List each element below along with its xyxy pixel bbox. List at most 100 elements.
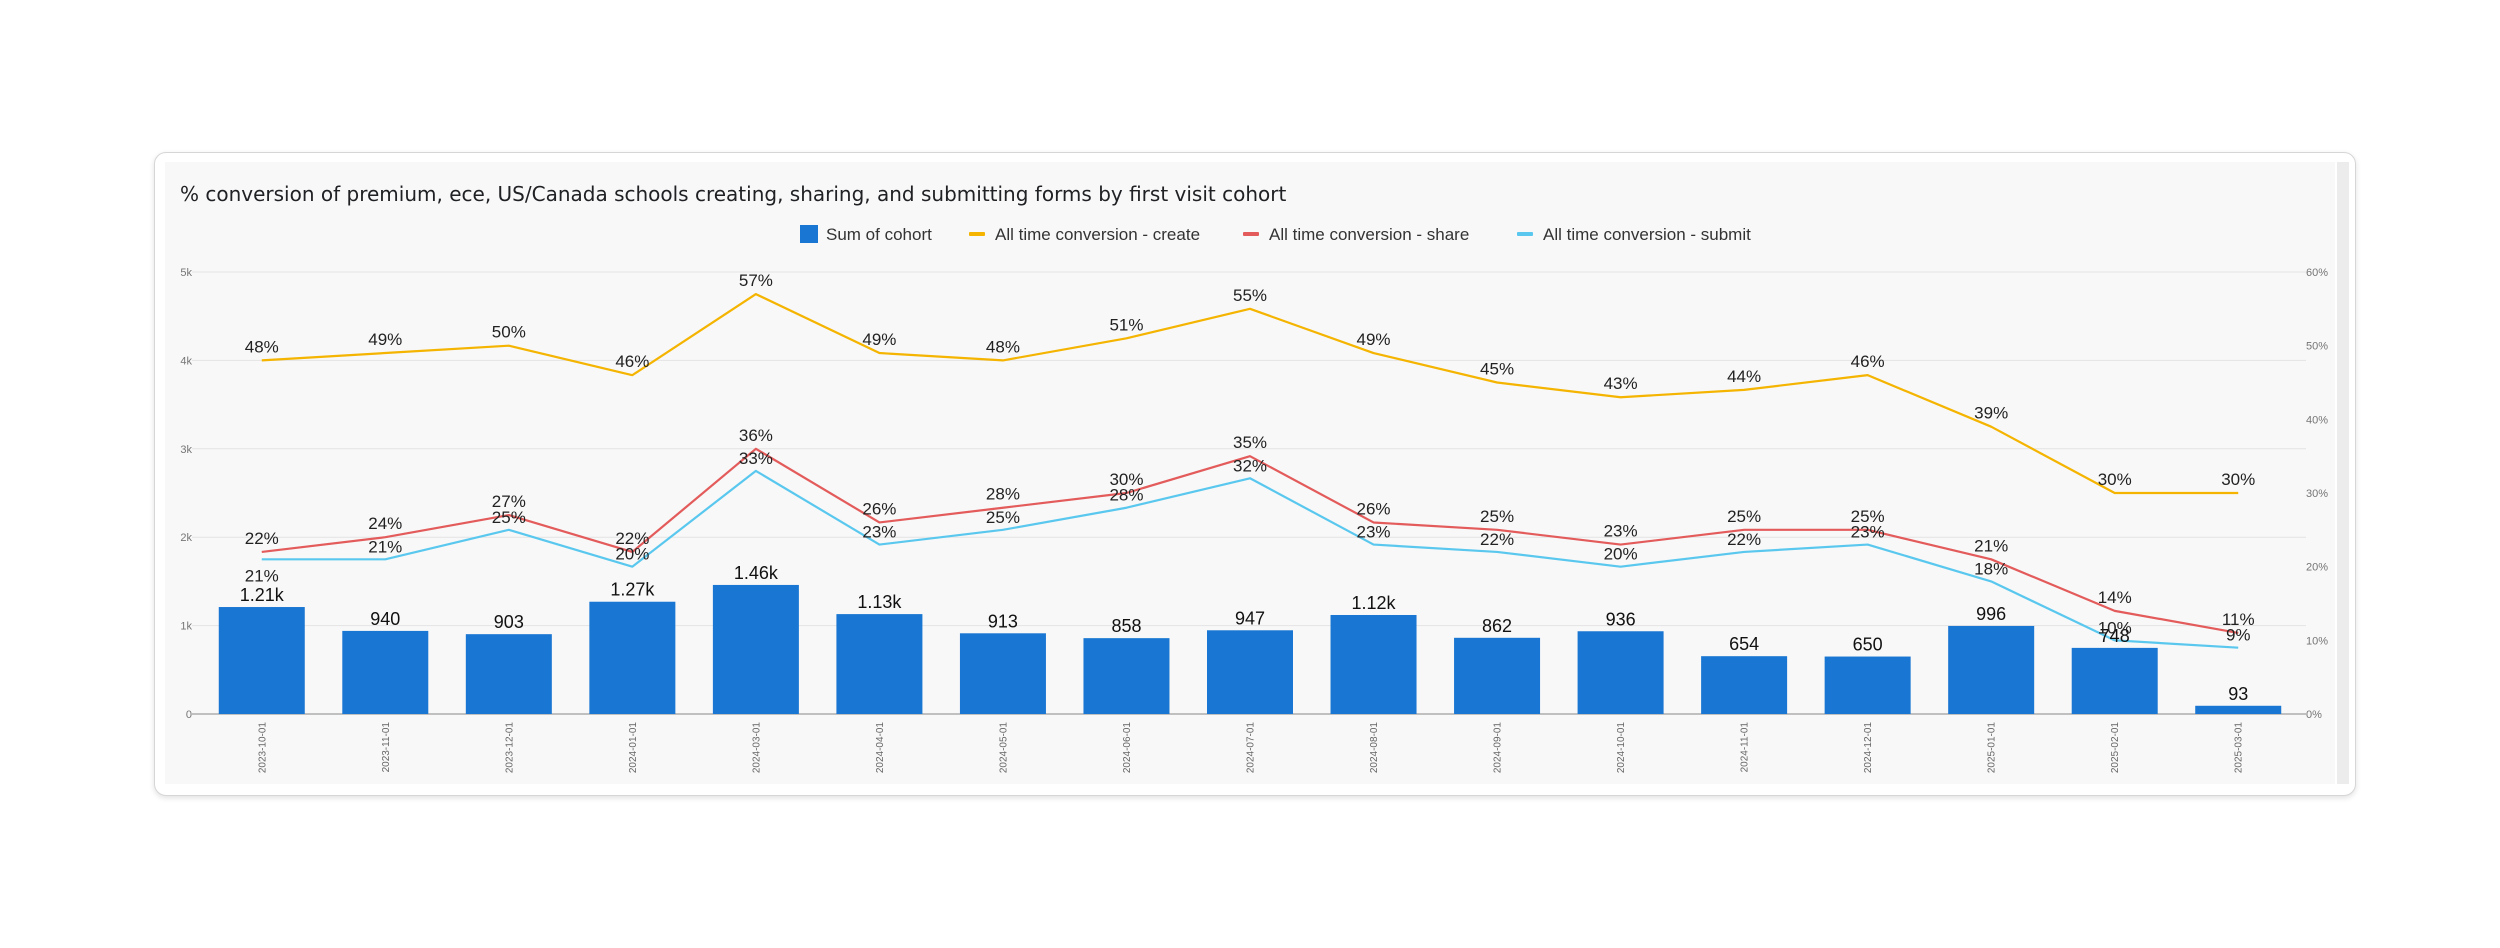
- line-data-label: 21%: [368, 537, 402, 556]
- legend-label: All time conversion - share: [1269, 225, 1469, 244]
- bar-data-label: 1.12k: [1352, 593, 1397, 613]
- bar-data-label: 1.27k: [610, 580, 655, 600]
- line-data-label: 48%: [245, 337, 279, 356]
- line-data-label: 30%: [1109, 470, 1143, 489]
- line-data-label: 44%: [1727, 367, 1761, 386]
- bar-labels: 1.21k 940 903 1.27k 1.46k 1.13k 913 858 947 1.12k…: [240, 563, 2249, 704]
- legend-label: All time conversion - create: [995, 225, 1200, 244]
- x-tick-label: 2024-07-01: [1246, 722, 1257, 774]
- bar: [1207, 630, 1293, 714]
- bar-series: [218, 584, 2282, 714]
- line-data-label: 33%: [739, 449, 773, 468]
- line-data-label: 22%: [615, 529, 649, 548]
- x-tick-label: 2025-01-01: [1987, 722, 1998, 774]
- bar-data-label: 903: [494, 612, 524, 632]
- series-line: [261, 293, 2239, 495]
- line-data-label: 14%: [2098, 588, 2132, 607]
- bar-data-label: 940: [370, 609, 400, 629]
- x-tick-label: 2024-03-01: [751, 722, 762, 774]
- line-data-label: 20%: [1604, 545, 1638, 564]
- bar-data-label: 654: [1729, 634, 1759, 654]
- line-data-label: 43%: [1604, 374, 1638, 393]
- line-data-label: 23%: [862, 523, 896, 542]
- bar-data-label: 936: [1606, 609, 1636, 629]
- x-tick-label: 2023-10-01: [257, 722, 268, 774]
- bar-data-label: 996: [1976, 604, 2006, 624]
- line-data-label: 46%: [615, 352, 649, 371]
- bar: [1701, 656, 1788, 714]
- line-data-label: 23%: [1851, 523, 1885, 542]
- line-data-label: 35%: [1233, 433, 1267, 452]
- line-data-label: 23%: [1604, 522, 1638, 541]
- bar-data-label: 947: [1235, 608, 1265, 628]
- legend-swatch: [969, 232, 985, 236]
- right-tick-label: 0%: [2306, 709, 2322, 721]
- x-tick-label: 2024-01-01: [628, 722, 639, 774]
- legend-label: All time conversion - submit: [1543, 225, 1751, 244]
- line-data-label: 18%: [1974, 559, 2008, 578]
- line-data-label: 11%: [2222, 610, 2255, 629]
- line-data-label: 22%: [1480, 530, 1514, 549]
- series-line: [261, 447, 2239, 635]
- bar-data-label: 913: [988, 611, 1018, 631]
- bar: [1330, 614, 1417, 714]
- bar: [712, 584, 799, 714]
- line-data-label: 30%: [2098, 470, 2132, 489]
- line-labels: 48% 49% 50% 46% 57% 49% 48% 51% 55% 49% 45% 43% 44% 4…: [245, 271, 2256, 645]
- bar-data-label: 93: [2228, 684, 2248, 704]
- line-data-label: 36%: [739, 426, 773, 445]
- x-tick-label: 2024-09-01: [1493, 722, 1504, 774]
- bar-data-label: 1.46k: [734, 563, 779, 583]
- line-data-label: 57%: [739, 271, 773, 290]
- left-tick-label: 4k: [180, 355, 192, 367]
- line-data-label: 49%: [1357, 330, 1391, 349]
- bar: [342, 630, 429, 714]
- line-data-label: 21%: [1974, 536, 2008, 555]
- line-data-label: 25%: [1851, 507, 1885, 526]
- legend-label: Sum of cohort: [826, 225, 932, 244]
- right-tick-label: 40%: [2306, 414, 2328, 426]
- scrollbar[interactable]: [2337, 162, 2349, 784]
- line-data-label: 32%: [1233, 456, 1267, 475]
- x-tick-label: 2024-10-01: [1616, 722, 1627, 774]
- line-data-label: 10%: [2098, 618, 2132, 637]
- right-tick-label: 50%: [2306, 341, 2328, 353]
- line-data-label: 25%: [986, 508, 1020, 527]
- legend-swatch: [800, 225, 818, 243]
- line-data-label: 26%: [862, 499, 896, 518]
- left-tick-label: 1k: [180, 621, 192, 633]
- bar: [2195, 705, 2282, 714]
- bar: [1577, 631, 1664, 714]
- line-data-label: 25%: [492, 508, 526, 527]
- x-tick-label: 2025-02-01: [2110, 722, 2121, 774]
- line-data-label: 22%: [1727, 530, 1761, 549]
- line-data-label: 51%: [1109, 315, 1143, 334]
- series-line: [261, 469, 2239, 649]
- line-series: [261, 293, 2239, 649]
- bar-data-label: 1.21k: [240, 585, 285, 605]
- line-data-label: 39%: [1974, 404, 2008, 423]
- line-data-label: 45%: [1480, 360, 1514, 379]
- x-tick-label: 2024-12-01: [1863, 722, 1874, 774]
- x-tick-label: 2023-11-01: [381, 722, 392, 773]
- line-data-label: 20%: [615, 545, 649, 564]
- line-data-label: 48%: [986, 337, 1020, 356]
- right-axis: 0% 10% 20% 30% 40% 50% 60%: [2306, 267, 2328, 721]
- line-data-label: 50%: [492, 323, 526, 342]
- bar: [465, 634, 552, 714]
- legend-swatch: [1243, 232, 1259, 236]
- chart-title: % conversion of premium, ece, US/Canada …: [180, 182, 1287, 206]
- bar-data-label: 748: [2100, 626, 2130, 646]
- line-data-label: 27%: [492, 492, 526, 511]
- legend: Sum of cohort All time conversion - creat…: [800, 225, 1751, 244]
- legend-swatch: [1517, 232, 1533, 236]
- right-tick-label: 60%: [2306, 267, 2328, 279]
- x-tick-label: 2024-05-01: [998, 722, 1009, 774]
- bar: [1454, 637, 1541, 714]
- bar-data-label: 862: [1482, 616, 1512, 636]
- bar: [1824, 656, 1911, 714]
- bar: [218, 607, 305, 714]
- bar-data-label: 1.13k: [857, 592, 902, 612]
- left-axis: 0 1k 2k 3k 4k 5k: [180, 267, 192, 721]
